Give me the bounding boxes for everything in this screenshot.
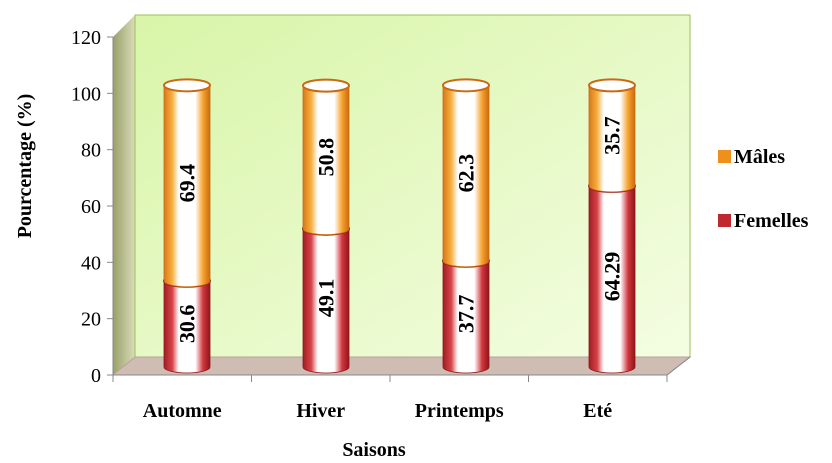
y-tick-label: 0 — [91, 365, 101, 387]
legend-label-males: Mâles — [734, 146, 785, 168]
x-category-label: Hiver — [296, 400, 345, 422]
data-label: 64.29 — [600, 252, 625, 302]
y-tick-label: 120 — [71, 27, 101, 49]
data-label: 49.1 — [314, 279, 339, 318]
bar-group: 49.1 50.8 — [303, 80, 349, 373]
data-label: 69.4 — [175, 164, 200, 203]
y-tick-label: 60 — [81, 196, 101, 218]
x-category-label: Automne — [143, 400, 222, 422]
bar-group: 30.6 69.4 — [164, 79, 210, 373]
legend-swatch-males — [718, 150, 731, 163]
legend: Mâles Femelles — [718, 146, 809, 232]
bar-cap — [164, 79, 210, 91]
y-axis-ticks: 0 20 40 60 80 100 120 — [71, 27, 113, 387]
side-wall — [113, 15, 135, 375]
y-tick-label: 100 — [71, 83, 101, 105]
data-label: 50.8 — [314, 138, 339, 177]
bar-group: 37.7 62.3 — [443, 79, 489, 373]
y-tick-label: 40 — [81, 252, 101, 274]
y-tick-label: 80 — [81, 140, 101, 162]
data-label: 37.7 — [454, 295, 479, 334]
y-axis-title: Pourcentage (%) — [14, 94, 36, 239]
x-axis-ticks: Automne Hiver Printemps Eté — [113, 375, 667, 422]
y-tick-label: 20 — [81, 309, 101, 331]
bar-cap — [443, 79, 489, 91]
data-label: 30.6 — [175, 305, 200, 344]
x-category-label: Eté — [583, 400, 612, 422]
bar-cap — [303, 80, 349, 92]
legend-label-femelles: Femelles — [734, 210, 809, 232]
bar-group: 64.29 35.7 — [589, 79, 635, 373]
data-label: 62.3 — [454, 154, 479, 193]
x-axis-title: Saisons — [342, 439, 406, 461]
bar-cap — [589, 79, 635, 91]
legend-swatch-femelles — [718, 214, 731, 227]
x-category-label: Printemps — [415, 400, 504, 422]
data-label: 35.7 — [600, 116, 625, 155]
